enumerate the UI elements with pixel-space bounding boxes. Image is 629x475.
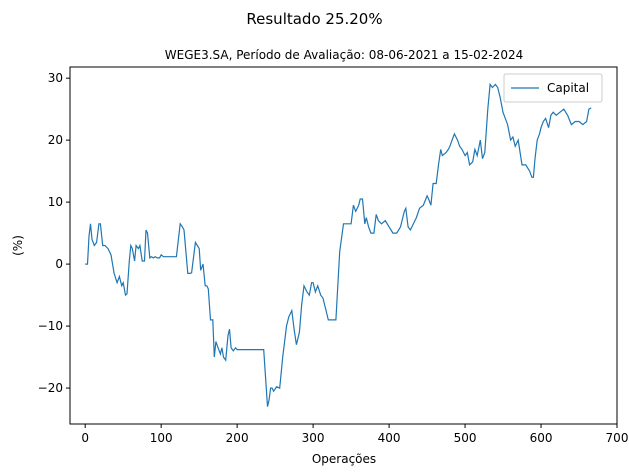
chart-title: WEGE3.SA, Período de Avaliação: 08-06-20… xyxy=(165,48,523,62)
y-axis-label: (%) xyxy=(11,235,25,256)
x-tick-label: 400 xyxy=(378,431,401,445)
x-axis: 0 100 200 300 400 500 600 700 xyxy=(81,424,628,445)
chart-suptitle: Resultado 25.20% xyxy=(246,10,382,28)
plot-area-frame xyxy=(69,66,618,425)
y-tick-label: −20 xyxy=(38,381,63,395)
legend-box xyxy=(503,73,603,103)
x-tick-label: 100 xyxy=(150,431,173,445)
legend-label-capital: Capital xyxy=(547,81,589,95)
x-tick-label: 600 xyxy=(530,431,553,445)
capital-series-line xyxy=(85,82,592,407)
y-tick-label: 10 xyxy=(48,195,63,209)
x-axis-label: Operações xyxy=(312,452,376,466)
y-tick-label: −10 xyxy=(38,319,63,333)
x-tick-label: 0 xyxy=(81,431,89,445)
y-axis: −20 −10 0 10 20 30 xyxy=(38,71,70,395)
y-tick-label: 0 xyxy=(55,257,63,271)
x-tick-label: 200 xyxy=(226,431,249,445)
y-tick-label: 20 xyxy=(48,133,63,147)
chart-legend: Capital xyxy=(503,73,603,103)
x-tick-label: 500 xyxy=(454,431,477,445)
x-tick-label: 700 xyxy=(606,431,629,445)
y-tick-label: 30 xyxy=(48,71,63,85)
x-tick-label: 300 xyxy=(302,431,325,445)
